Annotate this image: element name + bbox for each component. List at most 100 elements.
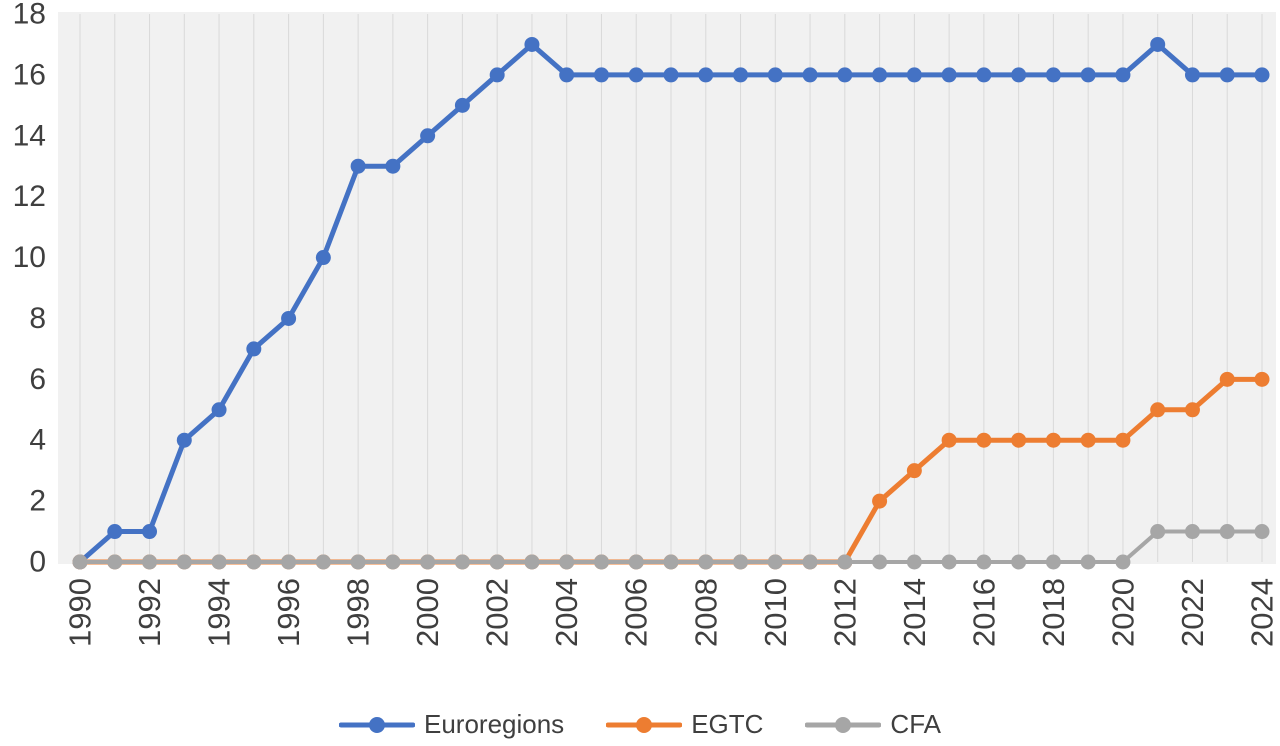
- data-point-egtc: [1219, 371, 1235, 387]
- chart-legend: Euroregions EGTC CFA: [0, 709, 1280, 740]
- y-tick-label: 8: [29, 302, 46, 335]
- x-tick-label: 2024: [1245, 578, 1280, 647]
- data-point-egtc: [1011, 432, 1027, 448]
- y-tick-label: 2: [29, 485, 46, 518]
- legend-label-egtc: EGTC: [691, 709, 764, 739]
- data-point-cfa: [315, 554, 331, 570]
- data-point-egtc: [1150, 402, 1166, 418]
- data-point-cfa: [1045, 554, 1061, 570]
- data-point-euroregions: [1115, 67, 1131, 83]
- data-point-euroregions: [663, 67, 679, 83]
- data-point-euroregions: [107, 524, 123, 540]
- y-tick-label: 10: [13, 241, 46, 274]
- data-point-egtc: [1080, 432, 1096, 448]
- data-point-cfa: [142, 554, 158, 570]
- data-point-euroregions: [454, 97, 470, 113]
- legend-dot: [636, 716, 653, 733]
- data-point-euroregions: [281, 310, 297, 326]
- data-point-euroregions: [559, 67, 575, 83]
- x-tick-label: 1998: [341, 578, 376, 647]
- data-point-cfa: [176, 554, 192, 570]
- data-point-cfa: [1080, 554, 1096, 570]
- x-tick-label: 2002: [480, 578, 515, 647]
- y-tick-label: 12: [13, 180, 46, 213]
- legend-item-cfa: CFA: [805, 709, 941, 740]
- line-chart-canvas: 0 2 4 6 8 10 12 14 16 18 1990 1992 1994 1996 1998 2000…: [13, 0, 1280, 647]
- legend-dot: [368, 716, 385, 733]
- legend-dot: [835, 716, 852, 733]
- data-point-euroregions: [385, 158, 401, 174]
- data-point-cfa: [906, 554, 922, 570]
- data-point-cfa: [872, 554, 888, 570]
- data-point-euroregions: [176, 432, 192, 448]
- series-group: [72, 36, 1270, 570]
- plot-area: [58, 12, 1276, 564]
- x-tick-label: 2014: [897, 578, 932, 647]
- data-point-cfa: [454, 554, 470, 570]
- data-point-cfa: [663, 554, 679, 570]
- data-point-egtc: [872, 493, 888, 509]
- data-point-euroregions: [315, 250, 331, 266]
- data-point-egtc: [1184, 402, 1200, 418]
- x-tick-label: 2000: [410, 578, 445, 647]
- data-point-euroregions: [1045, 67, 1061, 83]
- data-point-cfa: [385, 554, 401, 570]
- data-point-cfa: [211, 554, 227, 570]
- data-point-cfa: [524, 554, 540, 570]
- x-tick-label: 2004: [549, 578, 584, 647]
- legend-item-egtc: EGTC: [606, 709, 763, 740]
- x-tick-label: 2006: [619, 578, 654, 647]
- legend-item-euroregions: Euroregions: [338, 709, 565, 740]
- data-point-euroregions: [872, 67, 888, 83]
- data-point-euroregions: [906, 67, 922, 83]
- legend-label-cfa: CFA: [890, 709, 941, 739]
- data-point-euroregions: [733, 67, 749, 83]
- legend-marker-egtc: [606, 716, 683, 733]
- data-point-cfa: [1150, 524, 1166, 540]
- x-tick-label: 2016: [966, 578, 1001, 647]
- data-point-cfa: [698, 554, 714, 570]
- data-point-cfa: [767, 554, 783, 570]
- data-point-egtc: [976, 432, 992, 448]
- data-point-cfa: [72, 554, 88, 570]
- data-point-euroregions: [350, 158, 366, 174]
- data-point-egtc: [1254, 371, 1270, 387]
- data-point-euroregions: [593, 67, 609, 83]
- data-point-cfa: [628, 554, 644, 570]
- x-tick-label: 2020: [1105, 578, 1140, 647]
- data-point-cfa: [837, 554, 853, 570]
- data-point-euroregions: [1254, 67, 1270, 83]
- data-point-cfa: [107, 554, 123, 570]
- data-point-cfa: [350, 554, 366, 570]
- data-point-euroregions: [1184, 67, 1200, 83]
- y-tick-label: 0: [29, 546, 46, 579]
- data-point-euroregions: [1080, 67, 1096, 83]
- x-axis-labels: 1990 1992 1994 1996 1998 2000 2002 2004 2006 2008…: [63, 578, 1280, 647]
- legend-marker-euroregions: [338, 716, 415, 733]
- data-point-euroregions: [1219, 67, 1235, 83]
- x-tick-label: 2010: [758, 578, 793, 647]
- x-tick-label: 1990: [63, 578, 98, 647]
- x-tick-label: 2008: [688, 578, 723, 647]
- legend-label-euroregions: Euroregions: [423, 709, 565, 739]
- data-point-cfa: [733, 554, 749, 570]
- y-tick-label: 4: [29, 424, 46, 457]
- data-point-cfa: [1011, 554, 1027, 570]
- data-point-euroregions: [802, 67, 818, 83]
- x-tick-label: 1996: [271, 578, 306, 647]
- x-tick-label: 2022: [1175, 578, 1210, 647]
- data-point-euroregions: [246, 341, 262, 357]
- data-point-euroregions: [489, 67, 505, 83]
- data-point-euroregions: [698, 67, 714, 83]
- data-point-euroregions: [628, 67, 644, 83]
- data-point-egtc: [1045, 432, 1061, 448]
- x-tick-label: 2012: [827, 578, 862, 647]
- y-tick-label: 18: [13, 0, 46, 31]
- data-point-cfa: [802, 554, 818, 570]
- data-point-euroregions: [142, 524, 158, 540]
- data-point-euroregions: [767, 67, 783, 83]
- data-point-euroregions: [1150, 36, 1166, 52]
- data-point-euroregions: [837, 67, 853, 83]
- data-point-cfa: [593, 554, 609, 570]
